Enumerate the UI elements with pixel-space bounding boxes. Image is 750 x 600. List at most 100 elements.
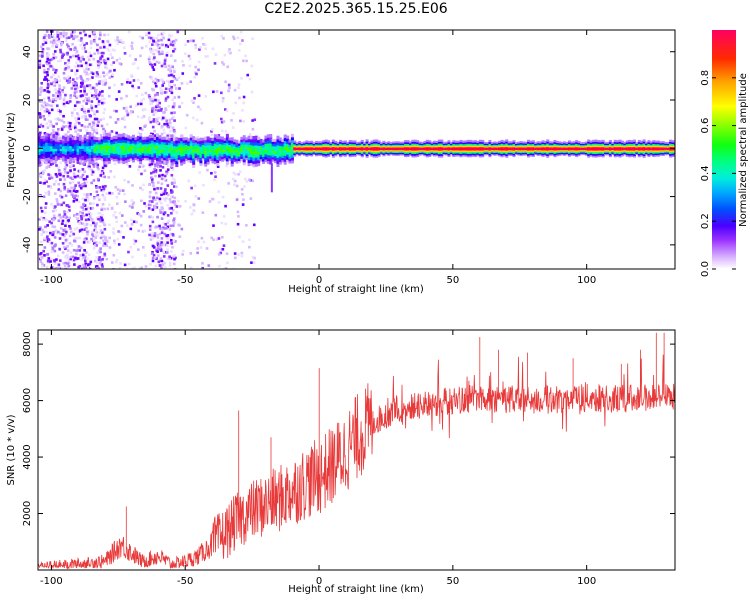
- spectrogram-noise-cell: [237, 86, 240, 89]
- spectrogram-band-cell: [153, 143, 157, 147]
- spectrogram-noise-cell: [199, 46, 202, 49]
- spectrogram-band-cell: [165, 136, 169, 140]
- spectrogram-noise-cell: [163, 211, 167, 214]
- spectrogram-noise-cell: [93, 110, 96, 114]
- spectrogram-noise-cell: [139, 186, 142, 190]
- spectrogram-band-cell: [122, 160, 126, 165]
- spectrogram-band-cell: [652, 145, 656, 148]
- spectrogram-band-cell: [498, 146, 502, 149]
- spectrogram-band-cell: [324, 151, 328, 155]
- spectrogram-band-cell: [168, 157, 172, 161]
- spectrogram-band-cell: [652, 141, 656, 144]
- spectrogram-band-cell: [353, 151, 357, 154]
- spectrogram-noise-cell: [97, 258, 101, 262]
- spectrogram-band-cell: [570, 149, 574, 152]
- spectrogram-band-cell: [423, 149, 427, 152]
- spectrogram-band-cell: [469, 153, 473, 156]
- spectrogram-noise-cell: [169, 68, 172, 71]
- spectrogram-noise-cell: [108, 236, 111, 240]
- spectrogram-noise-cell: [156, 42, 159, 46]
- spectrogram-band-cell: [539, 141, 543, 144]
- spectrogram-noise-cell: [169, 224, 173, 228]
- spectrogram-noise-cell: [98, 80, 101, 83]
- spectrogram-band-cell: [445, 150, 449, 153]
- spectrogram-noise-cell: [161, 34, 164, 38]
- spectrogram-band-cell: [433, 140, 437, 143]
- spectrogram-band-cell: [502, 154, 506, 157]
- spectrogram-noise-cell: [39, 174, 43, 177]
- spectrogram-band-cell: [187, 145, 191, 149]
- spectrogram-band-cell: [276, 135, 280, 140]
- spectrogram-noise-cell: [66, 255, 69, 259]
- spectrogram-band-cell: [524, 141, 528, 144]
- spectrogram-band-cell: [579, 148, 583, 151]
- spectrogram-band-cell: [107, 160, 111, 164]
- spectrogram-band-cell: [278, 137, 282, 141]
- spectrogram-noise-cell: [53, 41, 56, 44]
- spectrogram-band-cell: [611, 148, 615, 151]
- spectrogram-band-cell: [213, 134, 217, 138]
- spectrogram-noise-cell: [89, 46, 93, 50]
- spectrogram-band-cell: [266, 160, 270, 164]
- spectrogram-noise-cell: [50, 248, 54, 252]
- spectrogram-noise-cell: [163, 62, 167, 65]
- spectrogram-band-cell: [100, 157, 104, 161]
- spectrogram-noise-cell: [210, 128, 214, 131]
- spectrogram-noise-cell: [166, 134, 170, 138]
- spectrogram-band-cell: [406, 154, 410, 158]
- spectrogram-band-cell: [553, 154, 557, 158]
- spectrogram-noise-cell: [202, 183, 205, 187]
- spectrogram-band-cell: [536, 149, 540, 152]
- spectrogram-band-cell: [312, 153, 316, 155]
- spectrogram-noise-cell: [48, 111, 51, 115]
- spectrogram-band-cell: [486, 142, 490, 144]
- spectrogram-noise-cell: [41, 47, 45, 51]
- spectrogram-band-cell: [365, 142, 369, 146]
- spectrogram-noise-cell: [171, 65, 175, 69]
- spectrogram-noise-cell: [103, 198, 107, 202]
- spectrogram-noise-cell: [79, 246, 83, 250]
- spectrogram-band-cell: [582, 144, 586, 147]
- spectrogram-band-cell: [630, 140, 634, 143]
- spectrogram-band-cell: [483, 147, 487, 149]
- spectrogram-noise-cell: [82, 178, 86, 181]
- spectrogram-band-cell: [380, 145, 384, 148]
- spectrogram-band-cell: [341, 145, 345, 148]
- spectrogram-noise-cell: [92, 32, 95, 36]
- spectrogram-band-cell: [59, 146, 63, 149]
- spectrogram-noise-cell: [159, 187, 163, 190]
- spectrogram-noise-cell: [128, 81, 132, 84]
- spectrogram-band-cell: [88, 154, 92, 159]
- spectrogram-band-cell: [295, 147, 299, 149]
- spectrogram-noise-cell: [213, 62, 217, 65]
- spectrogram-noise-cell: [65, 230, 68, 234]
- spectrogram-band-cell: [592, 146, 596, 149]
- spectrogram-band-cell: [512, 143, 516, 146]
- spectrogram-band-cell: [430, 150, 434, 153]
- spectrogram-band-cell: [288, 146, 292, 150]
- spectrogram-noise-cell: [160, 237, 164, 240]
- spectrogram-noise-cell: [165, 192, 169, 195]
- spectrogram-noise-cell: [73, 126, 77, 130]
- spectrogram-band-cell: [156, 145, 160, 149]
- spectrogram-band-cell: [401, 150, 405, 153]
- spectrogram-band-cell: [182, 137, 186, 141]
- spectrogram-noise-cell: [69, 48, 72, 51]
- spectrogram-noise-cell: [100, 124, 104, 128]
- spectrogram-band-cell: [428, 154, 432, 157]
- spectrogram-noise-cell: [252, 223, 256, 227]
- spectrogram-band-cell: [514, 143, 518, 146]
- spectrogram-band-cell: [131, 134, 135, 139]
- spectrogram-band-cell: [493, 144, 497, 147]
- spectrogram-band-cell: [331, 146, 335, 149]
- spectrogram-noise-cell: [55, 80, 59, 84]
- spectrogram-noise-cell: [137, 86, 141, 89]
- spectrogram-noise-cell: [72, 160, 76, 164]
- spectrogram-noise-cell: [170, 91, 174, 95]
- spectrogram-band-cell: [510, 142, 514, 145]
- spectrogram-noise-cell: [105, 244, 108, 247]
- spectrogram-noise-cell: [238, 170, 242, 174]
- spectrogram-band-cell: [54, 136, 58, 140]
- spectrogram-band-cell: [647, 149, 651, 153]
- spectrogram-band-cell: [209, 144, 213, 148]
